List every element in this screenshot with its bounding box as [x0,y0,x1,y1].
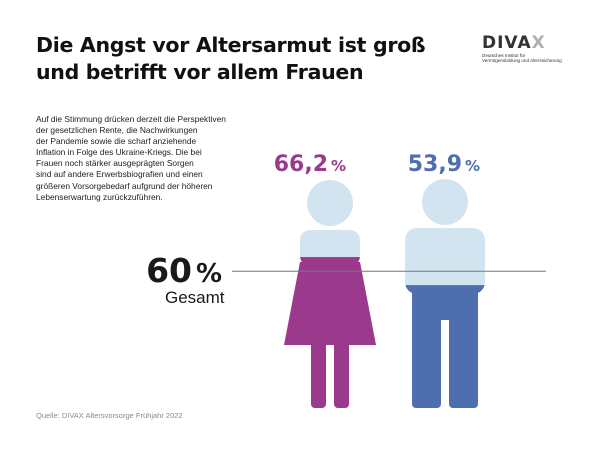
description-line: der gesetzlichen Rente, die Nachwirkunge… [36,125,198,136]
title-line-2: und betrifft vor allem Frauen [36,60,364,84]
total-value-label: 60 [146,251,192,290]
description-line: Auf die Stimmung drücken derzeit die Per… [36,114,226,124]
logo-sub-line-1: Deutsches Institut für [482,53,526,58]
title-line-1: Die Angst vor Altersarmut ist groß [36,33,426,57]
description-text: Auf die Stimmung drücken derzeit die Per… [36,114,276,203]
male-value-label: 53,9 [408,152,462,177]
description-line: sind auf andere Erwerbsbiografien und ei… [36,169,203,180]
male-value-fill [405,285,485,408]
description-line: Inflation in Folge des Ukraine-Kriegs. D… [36,147,202,158]
description-line: Lebenserwartung zurückzuführen. [36,191,163,202]
logo-wordmark: DIVAX [482,34,592,52]
logo-sub-line-2: Vermögensbildung und Alterssicherung [482,58,562,64]
total-caption: Gesamt [165,288,225,307]
female-pictogram [284,180,376,408]
female-value-label: 66,2 [274,152,328,177]
female-unit-label: % [331,157,346,175]
male-pictogram [405,179,485,408]
male-unit-label: % [465,157,480,175]
source-note: Quelle: DIVAX Altersvorsorge Frühjahr 20… [36,411,183,420]
logo-word-text: DIVA [482,33,532,53]
total-unit-label: % [196,259,222,289]
description-line: größeren Vorsorgebedarf aufgrund der höh… [36,180,213,191]
description-line: der Pandemie sowie die scharf anziehende [36,136,197,147]
female-value-fill [284,257,376,408]
logo-subtitle: Deutsches Institut für Vermögensbildung … [482,53,592,64]
description-line: Frauen noch stärker ausgeprägten Sorgen [36,158,194,169]
chart-title: Die Angst vor Altersarmut ist groß und b… [36,32,426,86]
divax-logo: DIVAX Deutsches Institut für Vermögensbi… [482,34,592,64]
logo-x-mark: X [531,33,546,53]
